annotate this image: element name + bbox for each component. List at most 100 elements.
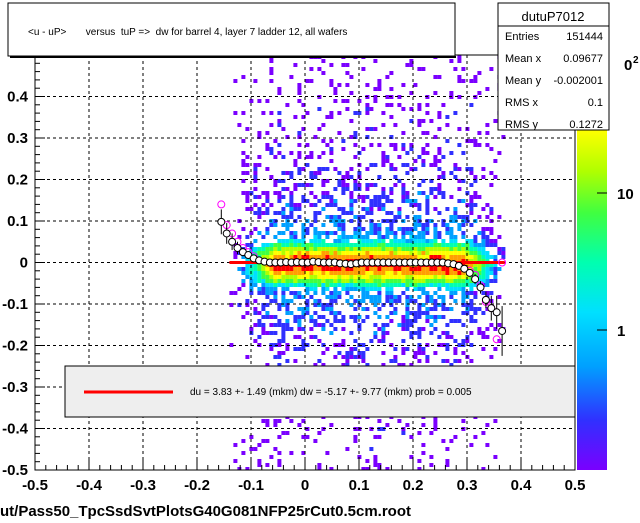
heatmap-cell (461, 79, 466, 83)
heatmap-cell (289, 203, 294, 207)
heatmap-cell (341, 315, 346, 319)
heatmap-cell (473, 175, 478, 179)
heatmap-cell (297, 323, 302, 327)
heatmap-cell (241, 179, 246, 183)
heatmap-cell (309, 67, 314, 71)
heatmap-cell (301, 199, 306, 203)
heatmap-cell (365, 275, 370, 279)
heatmap-cell (365, 127, 370, 131)
heatmap-cell (257, 271, 262, 275)
heatmap-cell (309, 243, 314, 247)
y-axis: -0.5-0.4-0.3-0.2-0.100.10.20.30.4 (2, 54, 45, 479)
heatmap-cell (385, 331, 390, 335)
heatmap-cell (317, 267, 322, 271)
heatmap-cell (297, 423, 302, 427)
stats-label: RMS x (505, 97, 539, 109)
heatmap-cell (389, 103, 394, 107)
heatmap-cell (417, 287, 422, 291)
heatmap-cell (413, 223, 418, 227)
heatmap-cell (453, 239, 458, 243)
heatmap-cell (341, 243, 346, 247)
heatmap-cell (289, 175, 294, 179)
heatmap-cell (365, 255, 370, 259)
heatmap-cell (397, 243, 402, 247)
heatmap-cell (337, 267, 342, 271)
heatmap-cell (329, 195, 334, 199)
heatmap-cell (281, 267, 286, 271)
heatmap-cell (329, 251, 334, 255)
heatmap-cell (481, 207, 486, 211)
heatmap-cell (293, 271, 298, 275)
heatmap-cell (377, 287, 382, 291)
heatmap-cell (397, 103, 402, 107)
heatmap-cell (261, 279, 266, 283)
heatmap-cell (389, 279, 394, 283)
heatmap-cell (265, 271, 270, 275)
heatmap-cell (453, 299, 458, 303)
heatmap-cell (261, 287, 266, 291)
heatmap-cell (433, 239, 438, 243)
heatmap-cell (277, 179, 282, 183)
heatmap-cell (257, 215, 262, 219)
heatmap-cell (285, 135, 290, 139)
heatmap-cell (397, 255, 402, 259)
heatmap-cell (381, 279, 386, 283)
heatmap-cell (293, 115, 298, 119)
heatmap-cell (273, 419, 278, 423)
heatmap-cell (449, 271, 454, 275)
heatmap-cell (389, 283, 394, 287)
heatmap-cell (241, 139, 246, 143)
heatmap-cell (269, 243, 274, 247)
heatmap-cell (393, 215, 398, 219)
heatmap-cell (257, 287, 262, 291)
heatmap-cell (393, 347, 398, 351)
heatmap-cell (257, 291, 262, 295)
heatmap-cell (389, 267, 394, 271)
heatmap-cell (457, 75, 462, 79)
heatmap-cell (473, 255, 478, 259)
heatmap-cell (365, 295, 370, 299)
heatmap-cell (253, 323, 258, 327)
heatmap-cell (421, 347, 426, 351)
heatmap-cell (453, 163, 458, 167)
heatmap-cell (325, 235, 330, 239)
heatmap-cell (437, 231, 442, 235)
heatmap-cell (429, 463, 434, 467)
heatmap-cell (405, 199, 410, 203)
heatmap-cell (405, 247, 410, 251)
heatmap-cell (293, 251, 298, 255)
heatmap-cell (457, 187, 462, 191)
heatmap-cell (329, 243, 334, 247)
heatmap-cell (245, 207, 250, 211)
heatmap-cell (417, 103, 422, 107)
heatmap-cell (441, 295, 446, 299)
heatmap-cell (433, 155, 438, 159)
heatmap-cell (457, 167, 462, 171)
heatmap-cell (313, 311, 318, 315)
heatmap-cell (385, 227, 390, 231)
heatmap-cell (317, 155, 322, 159)
heatmap-cell (485, 227, 490, 231)
heatmap-cell (361, 251, 366, 255)
heatmap-cell (429, 307, 434, 311)
heatmap-cell (485, 255, 490, 259)
heatmap-cell (313, 247, 318, 251)
heatmap-cell (461, 179, 466, 183)
heatmap-cell (429, 163, 434, 167)
heatmap-cell (457, 359, 462, 363)
heatmap-cell (445, 139, 450, 143)
heatmap-cell (309, 267, 314, 271)
heatmap-cell (425, 283, 430, 287)
heatmap-cell (253, 175, 258, 179)
heatmap-cell (245, 127, 250, 131)
heatmap-cell (261, 271, 266, 275)
heatmap-cell (417, 351, 422, 355)
heatmap-cell (421, 243, 426, 247)
heatmap-cell (385, 467, 390, 470)
heatmap-cell (333, 311, 338, 315)
heatmap-cell (425, 279, 430, 283)
heatmap-cell (265, 255, 270, 259)
y-tick-label: 0.1 (7, 213, 28, 230)
heatmap-cell (453, 287, 458, 291)
heatmap-cell (365, 307, 370, 311)
